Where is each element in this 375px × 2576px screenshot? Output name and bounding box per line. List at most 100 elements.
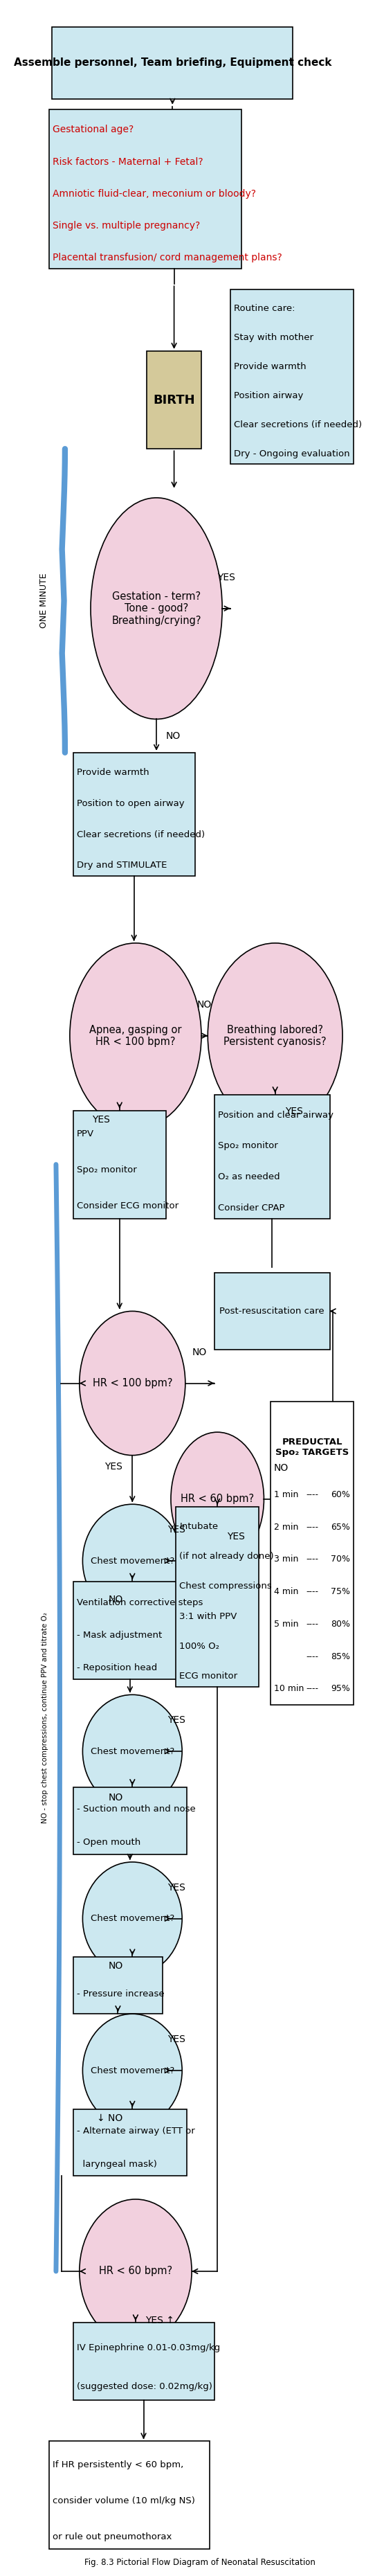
Text: NO: NO bbox=[108, 1793, 123, 1803]
Text: Chest movement?: Chest movement? bbox=[90, 1914, 174, 1924]
Text: IV Epinephrine 0.01-0.03mg/kg: IV Epinephrine 0.01-0.03mg/kg bbox=[77, 2344, 220, 2352]
Text: HR < 100 bpm?: HR < 100 bpm? bbox=[92, 1378, 172, 1388]
Text: ----: ---- bbox=[306, 1556, 318, 1564]
Text: Provide warmth: Provide warmth bbox=[234, 363, 306, 371]
Text: 60%: 60% bbox=[331, 1489, 350, 1499]
Text: Amniotic fluid-clear, meconium or bloody?: Amniotic fluid-clear, meconium or bloody… bbox=[53, 188, 256, 198]
Ellipse shape bbox=[70, 943, 201, 1128]
FancyBboxPatch shape bbox=[214, 1095, 330, 1218]
FancyBboxPatch shape bbox=[49, 2442, 209, 2550]
Text: Routine care:: Routine care: bbox=[234, 304, 295, 312]
Text: Position to open airway: Position to open airway bbox=[77, 799, 185, 809]
Text: Spo₂ monitor: Spo₂ monitor bbox=[77, 1164, 137, 1175]
Text: - Open mouth: - Open mouth bbox=[77, 1839, 141, 1847]
Text: Intubate: Intubate bbox=[180, 1522, 218, 1530]
Ellipse shape bbox=[82, 1504, 182, 1618]
Text: Consider ECG monitor: Consider ECG monitor bbox=[77, 1200, 178, 1211]
Text: 3:1 with PPV: 3:1 with PPV bbox=[180, 1613, 237, 1620]
Text: NO: NO bbox=[108, 1595, 123, 1605]
Text: - Mask adjustment: - Mask adjustment bbox=[77, 1631, 162, 1641]
FancyBboxPatch shape bbox=[73, 1110, 166, 1218]
Text: BIRTH: BIRTH bbox=[153, 394, 195, 407]
FancyBboxPatch shape bbox=[52, 26, 293, 98]
FancyBboxPatch shape bbox=[270, 1401, 354, 1705]
Text: Apnea, gasping or
HR < 100 bpm?: Apnea, gasping or HR < 100 bpm? bbox=[89, 1025, 182, 1046]
Text: Provide warmth: Provide warmth bbox=[77, 768, 149, 778]
Text: O₂ as needed: O₂ as needed bbox=[218, 1172, 280, 1182]
Text: 65%: 65% bbox=[331, 1522, 350, 1533]
Text: ----: ---- bbox=[306, 1620, 318, 1628]
Text: Breathing labored?
Persistent cyanosis?: Breathing labored? Persistent cyanosis? bbox=[224, 1025, 327, 1046]
Text: YES: YES bbox=[217, 572, 235, 582]
Text: YES: YES bbox=[168, 1525, 185, 1535]
FancyBboxPatch shape bbox=[73, 1788, 187, 1855]
Text: ----: ---- bbox=[306, 1651, 318, 1662]
Text: ----: ---- bbox=[306, 1489, 318, 1499]
Text: - Alternate airway (ETT or: - Alternate airway (ETT or bbox=[77, 2125, 195, 2136]
Text: Clear secretions (if needed): Clear secretions (if needed) bbox=[77, 829, 205, 840]
Text: Post-resuscitation care: Post-resuscitation care bbox=[219, 1306, 324, 1316]
Text: Clear secretions (if needed): Clear secretions (if needed) bbox=[234, 420, 362, 430]
Text: Spo₂ monitor: Spo₂ monitor bbox=[218, 1141, 278, 1151]
Text: YES ↑: YES ↑ bbox=[145, 2316, 174, 2326]
Text: NO: NO bbox=[166, 732, 181, 742]
Text: ----: ---- bbox=[306, 1587, 318, 1597]
Text: NO: NO bbox=[273, 1463, 288, 1473]
Text: ECG monitor: ECG monitor bbox=[180, 1672, 238, 1682]
Text: 1 min: 1 min bbox=[274, 1489, 298, 1499]
Text: HR < 60 bpm?: HR < 60 bpm? bbox=[181, 1494, 254, 1504]
Text: Gestational age?: Gestational age? bbox=[53, 126, 134, 134]
Ellipse shape bbox=[79, 2200, 192, 2344]
Text: 5 min: 5 min bbox=[274, 1620, 299, 1628]
Text: Assemble personnel, Team briefing, Equipment check: Assemble personnel, Team briefing, Equip… bbox=[13, 57, 331, 67]
Text: YES: YES bbox=[168, 2035, 185, 2045]
FancyBboxPatch shape bbox=[214, 1273, 330, 1350]
Text: HR < 60 bpm?: HR < 60 bpm? bbox=[99, 2267, 172, 2277]
Text: 95%: 95% bbox=[331, 1685, 350, 1692]
Ellipse shape bbox=[82, 2014, 182, 2128]
FancyBboxPatch shape bbox=[49, 108, 241, 268]
Text: 85%: 85% bbox=[330, 1651, 350, 1662]
Text: Dry - Ongoing evaluation: Dry - Ongoing evaluation bbox=[234, 451, 350, 459]
Text: Ventilation corrective steps: Ventilation corrective steps bbox=[77, 1597, 203, 1607]
Text: PPV: PPV bbox=[77, 1128, 94, 1139]
Text: 80%: 80% bbox=[330, 1620, 350, 1628]
Text: Gestation - term?
Tone - good?
Breathing/crying?: Gestation - term? Tone - good? Breathing… bbox=[112, 592, 201, 626]
Text: PREDUCTAL
Spo₂ TARGETS: PREDUCTAL Spo₂ TARGETS bbox=[275, 1437, 349, 1455]
Text: Fig. 8.3 Pictorial Flow Diagram of Neonatal Resuscitation: Fig. 8.3 Pictorial Flow Diagram of Neona… bbox=[84, 2558, 315, 2568]
Ellipse shape bbox=[91, 497, 222, 719]
Text: laryngeal mask): laryngeal mask) bbox=[77, 2159, 157, 2169]
Text: 70%: 70% bbox=[330, 1556, 350, 1564]
Text: consider volume (10 ml/kg NS): consider volume (10 ml/kg NS) bbox=[53, 2496, 195, 2504]
Text: ----: ---- bbox=[306, 1522, 318, 1533]
Text: 3 min: 3 min bbox=[274, 1556, 298, 1564]
Text: 75%: 75% bbox=[330, 1587, 350, 1597]
Text: YES: YES bbox=[285, 1108, 303, 1115]
Ellipse shape bbox=[208, 943, 342, 1128]
FancyBboxPatch shape bbox=[73, 2110, 187, 2177]
Text: Position airway: Position airway bbox=[234, 392, 303, 399]
Text: YES: YES bbox=[168, 1883, 185, 1893]
Text: Chest compressions: Chest compressions bbox=[180, 1582, 272, 1592]
Text: 4 min: 4 min bbox=[274, 1587, 298, 1597]
Text: YES: YES bbox=[92, 1115, 110, 1123]
FancyBboxPatch shape bbox=[73, 1958, 163, 2014]
Text: NO: NO bbox=[197, 999, 212, 1010]
Text: YES: YES bbox=[105, 1463, 123, 1471]
FancyBboxPatch shape bbox=[73, 1582, 187, 1680]
Text: 2 min: 2 min bbox=[274, 1522, 298, 1533]
Text: Stay with mother: Stay with mother bbox=[234, 332, 314, 343]
Text: ↓ NO: ↓ NO bbox=[97, 2112, 123, 2123]
Ellipse shape bbox=[82, 1695, 182, 1808]
Text: (suggested dose: 0.02mg/kg): (suggested dose: 0.02mg/kg) bbox=[77, 2383, 212, 2391]
Text: ONE MINUTE: ONE MINUTE bbox=[40, 572, 49, 629]
FancyBboxPatch shape bbox=[176, 1507, 259, 1687]
Text: YES: YES bbox=[227, 1533, 245, 1540]
FancyBboxPatch shape bbox=[73, 2324, 214, 2401]
Text: or rule out pneumothorax: or rule out pneumothorax bbox=[53, 2532, 172, 2540]
Text: ----: ---- bbox=[306, 1685, 318, 1692]
Ellipse shape bbox=[171, 1432, 264, 1566]
Text: Position and clear airway: Position and clear airway bbox=[218, 1110, 334, 1121]
FancyBboxPatch shape bbox=[230, 289, 354, 464]
FancyBboxPatch shape bbox=[147, 350, 201, 448]
